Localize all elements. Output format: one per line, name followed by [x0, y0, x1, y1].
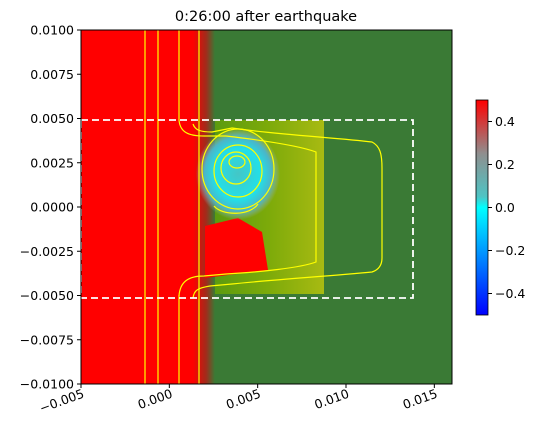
y-tick-label: 0.0025 [30, 155, 74, 170]
x-tick-label: 0.000 [136, 386, 175, 412]
wave-anomaly [196, 128, 280, 220]
land-bulge [205, 218, 268, 278]
y-tick-label: 0.0075 [30, 67, 74, 82]
y-axis: 0.0100 0.0075 0.0050 0.0025 0.0000 −0.0025 −0.… [20, 23, 81, 392]
colorbar [475, 99, 489, 316]
y-tick-label: −0.0075 [20, 332, 74, 347]
x-tick-label: 0.010 [312, 386, 351, 412]
colorbar-tick-label: −0.2 [495, 243, 525, 258]
x-tick-label: 0.005 [224, 386, 263, 412]
y-tick-label: −0.0100 [20, 377, 74, 392]
region-dashed-box [81, 119, 414, 299]
x-axis: −0.005 0.000 0.005 0.010 0.015 [37, 384, 439, 416]
colorbar-tick-label: −0.4 [495, 286, 525, 301]
y-tick-label: 0.0000 [30, 200, 74, 215]
contour-lines [144, 30, 383, 384]
chart-title: 0:26:00 after earthquake [175, 9, 357, 25]
y-tick-label: −0.0025 [20, 244, 74, 259]
colorbar-tick-label: 0.4 [495, 114, 515, 129]
y-tick-label: 0.0100 [30, 23, 74, 38]
wave-field [81, 30, 452, 384]
colorbar-tick-label: 0.2 [495, 157, 515, 172]
y-tick-label: 0.0050 [30, 111, 74, 126]
land-region [81, 30, 195, 384]
colorbar-tick-label: 0.0 [495, 200, 515, 215]
x-tick-label: 0.015 [401, 386, 440, 412]
y-tick-label: −0.0050 [20, 288, 74, 303]
colorbar-axis: 0.4 0.2 0.0 −0.2 −0.4 [488, 114, 525, 301]
